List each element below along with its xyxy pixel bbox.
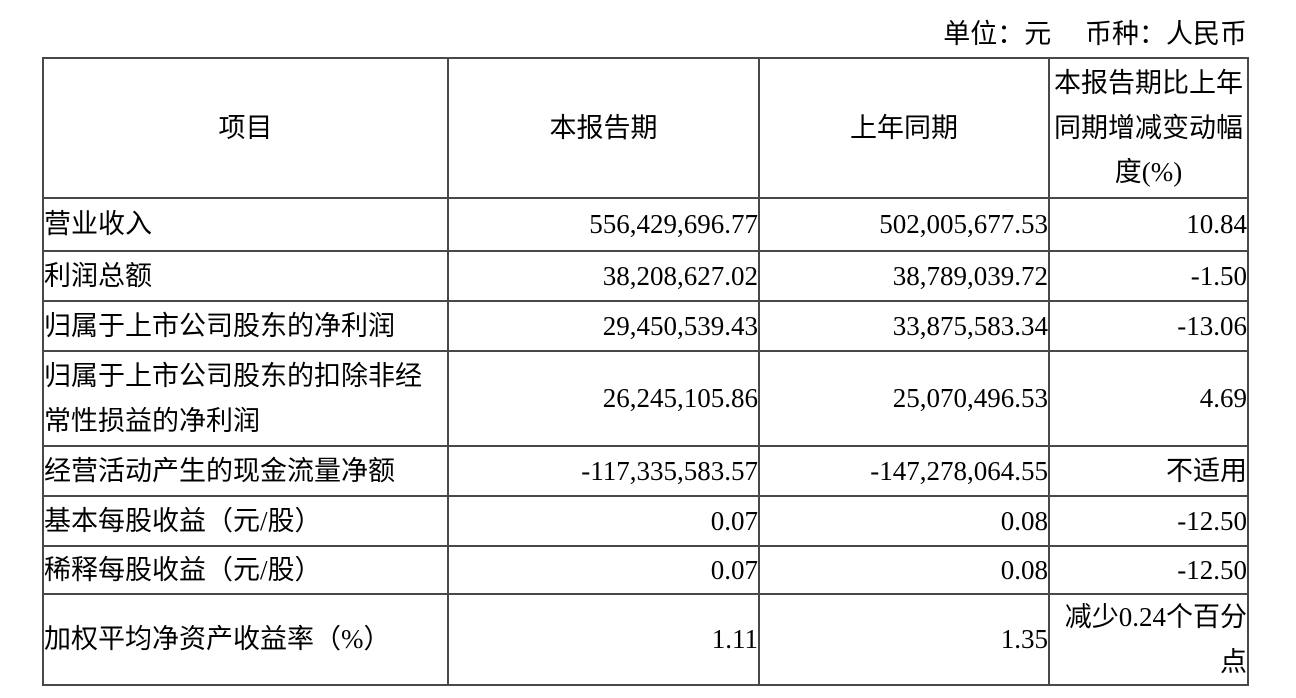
- current-period-value: 0.07: [447, 495, 760, 547]
- row-label: 经营活动产生的现金流量净额: [42, 445, 449, 497]
- row-label: 基本每股收益（元/股）: [42, 495, 449, 547]
- prior-period-value: 0.08: [758, 495, 1050, 547]
- row-label: 归属于上市公司股东的净利润: [42, 300, 449, 352]
- table-row: 归属于上市公司股东的净利润 29,450,539.43 33,875,583.3…: [42, 300, 1249, 352]
- current-period-value: 0.07: [447, 545, 760, 595]
- row-label: 归属于上市公司股东的扣除非经常性损益的净利润: [42, 350, 449, 447]
- col-header-item: 项目: [42, 57, 449, 199]
- row-label: 营业收入: [42, 197, 449, 252]
- table-row: 归属于上市公司股东的扣除非经常性损益的净利润 26,245,105.86 25,…: [42, 350, 1249, 447]
- prior-period-value: 0.08: [758, 545, 1050, 595]
- table-row: 营业收入 556,429,696.77 502,005,677.53 10.84: [42, 197, 1249, 252]
- header-row: 项目 本报告期 上年同期 本报告期比上年同期增减变动幅度(%): [42, 57, 1249, 199]
- row-label: 加权平均净资产收益率（%）: [42, 592, 449, 687]
- change-value: -1.50: [1048, 250, 1249, 302]
- change-value: 不适用: [1048, 445, 1249, 497]
- current-period-value: 38,208,627.02: [447, 250, 760, 302]
- table-row: 基本每股收益（元/股） 0.07 0.08 -12.50: [42, 495, 1249, 547]
- current-period-value: 556,429,696.77: [447, 197, 760, 252]
- col-header-change: 本报告期比上年同期增减变动幅度(%): [1048, 57, 1249, 199]
- change-value: -12.50: [1048, 545, 1249, 595]
- financial-summary-table: 项目 本报告期 上年同期 本报告期比上年同期增减变动幅度(%) 营业收入 556…: [42, 57, 1249, 687]
- current-period-value: 1.11: [447, 592, 760, 687]
- prior-period-value: 502,005,677.53: [758, 197, 1050, 252]
- prior-period-value: 1.35: [758, 592, 1050, 687]
- current-period-value: -117,335,583.57: [447, 445, 760, 497]
- table-row: 利润总额 38,208,627.02 38,789,039.72 -1.50: [42, 250, 1249, 302]
- row-label: 稀释每股收益（元/股）: [42, 545, 449, 595]
- prior-period-value: 25,070,496.53: [758, 350, 1050, 447]
- col-header-prior: 上年同期: [758, 57, 1050, 199]
- table-row: 稀释每股收益（元/股） 0.07 0.08 -12.50: [42, 545, 1249, 595]
- change-value: 10.84: [1048, 197, 1249, 252]
- col-header-current: 本报告期: [447, 57, 760, 199]
- prior-period-value: 38,789,039.72: [758, 250, 1050, 302]
- change-value: -13.06: [1048, 300, 1249, 352]
- row-label: 利润总额: [42, 250, 449, 302]
- prior-period-value: 33,875,583.34: [758, 300, 1050, 352]
- prior-period-value: -147,278,064.55: [758, 445, 1050, 497]
- unit-currency-note: 单位：元 币种：人民币: [943, 19, 1247, 49]
- current-period-value: 26,245,105.86: [447, 350, 760, 447]
- change-value: -12.50: [1048, 495, 1249, 547]
- current-period-value: 29,450,539.43: [447, 300, 760, 352]
- table-row: 经营活动产生的现金流量净额 -117,335,583.57 -147,278,0…: [42, 445, 1249, 497]
- change-value: 4.69: [1048, 350, 1249, 447]
- change-value: 减少0.24个百分点: [1048, 592, 1249, 687]
- table-row: 加权平均净资产收益率（%） 1.11 1.35 减少0.24个百分点: [42, 592, 1249, 687]
